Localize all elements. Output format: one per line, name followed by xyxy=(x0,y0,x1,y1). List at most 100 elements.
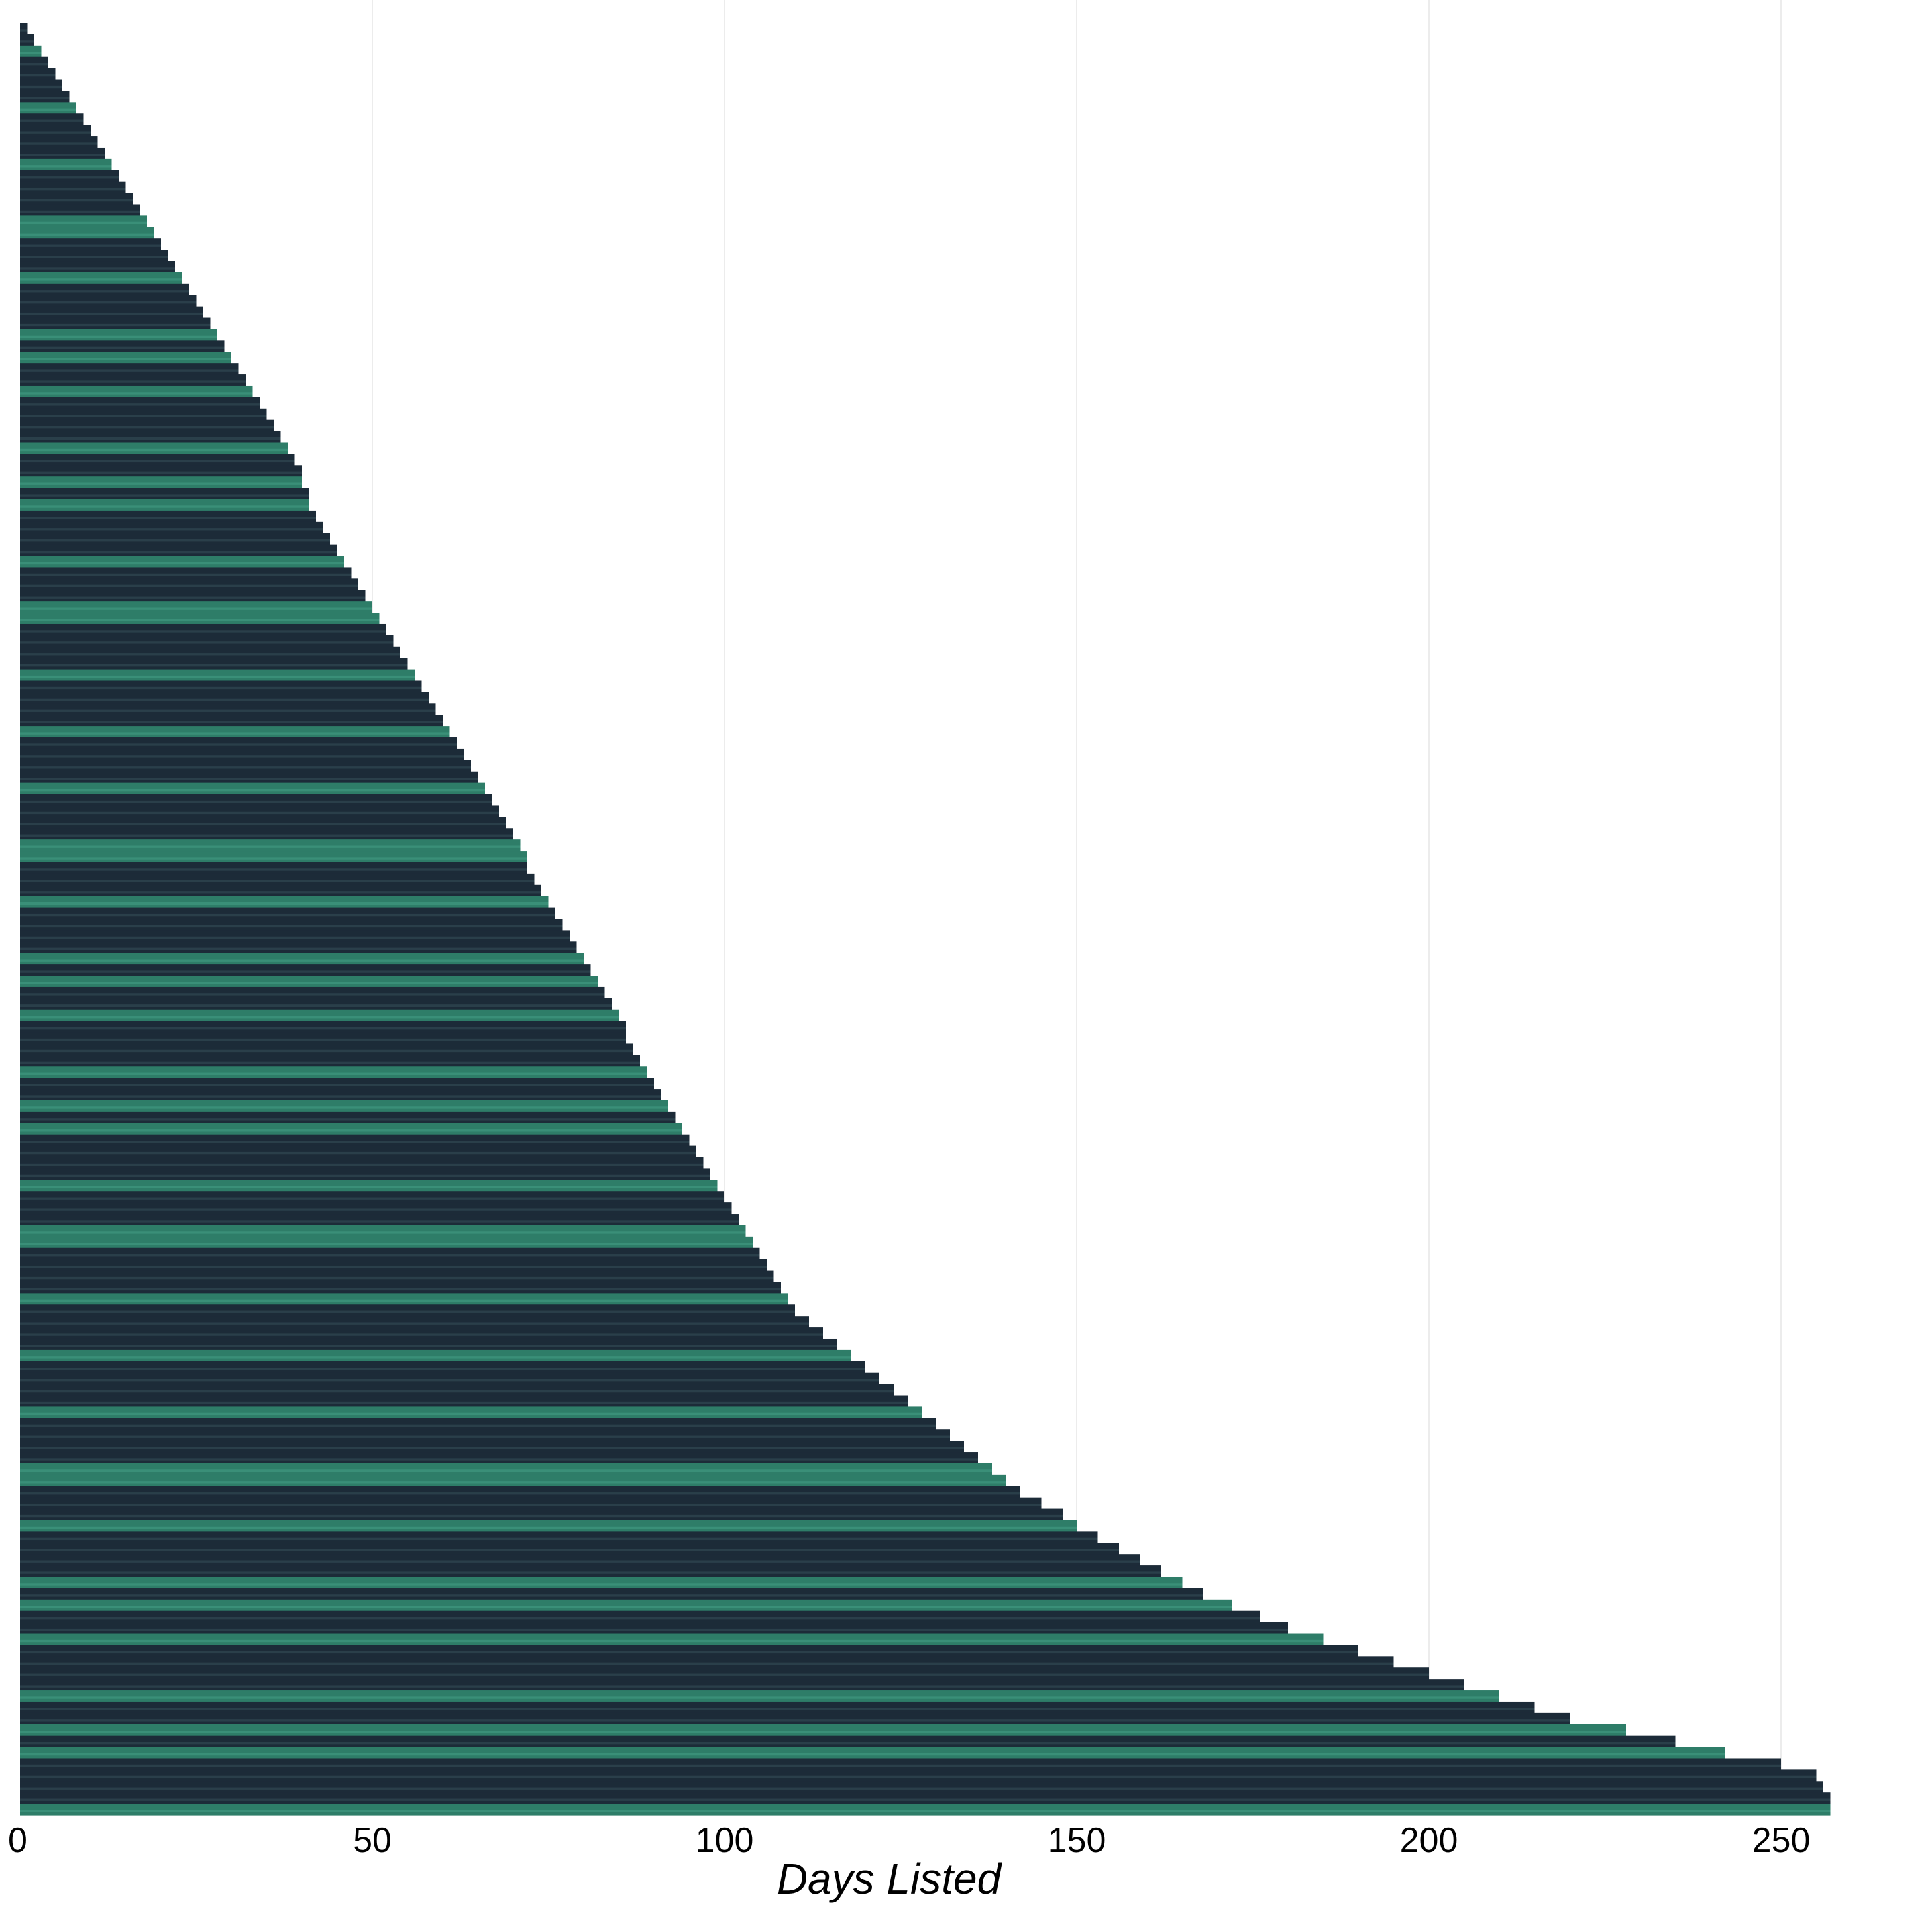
bar xyxy=(20,510,316,523)
bar xyxy=(20,567,352,579)
bar xyxy=(20,715,443,727)
bar-stripe xyxy=(20,1594,1203,1597)
bar xyxy=(20,748,464,761)
bar-stripe xyxy=(20,664,408,667)
bar xyxy=(20,261,175,273)
bar-stripe xyxy=(20,346,225,350)
bar xyxy=(20,488,309,500)
bar xyxy=(20,1474,1006,1487)
bar-stripe xyxy=(20,1492,1020,1495)
bar-stripe xyxy=(20,1310,795,1313)
bar-stripe xyxy=(20,788,485,792)
bar xyxy=(20,1100,668,1113)
bar xyxy=(20,1157,704,1170)
bar-stripe xyxy=(20,131,91,134)
bar xyxy=(20,1021,626,1033)
bar xyxy=(20,1792,1831,1804)
bar xyxy=(20,215,147,227)
bar xyxy=(20,1576,1183,1589)
bar xyxy=(20,1804,1831,1816)
bar-stripe xyxy=(20,301,197,304)
bar xyxy=(20,136,98,148)
bar-stripe xyxy=(20,1231,746,1234)
bar-stripe xyxy=(20,1753,1725,1756)
bar-stripe xyxy=(20,947,577,950)
bar-stripe xyxy=(20,721,443,723)
bar-stripe xyxy=(20,970,591,973)
bar xyxy=(20,646,400,659)
bar xyxy=(20,1656,1394,1668)
bar-stripe xyxy=(20,1412,922,1416)
bar xyxy=(20,1202,732,1215)
bar xyxy=(20,1452,978,1464)
bar xyxy=(20,1667,1429,1680)
bar xyxy=(20,465,302,477)
bar-stripe xyxy=(20,278,182,281)
bar-stripe xyxy=(20,221,147,225)
bar-stripe xyxy=(20,1571,1161,1574)
bar xyxy=(20,964,591,976)
bar-stripe xyxy=(20,505,309,508)
x-axis-title: Days Listed xyxy=(777,1855,1003,1903)
bar xyxy=(20,1304,795,1317)
bar xyxy=(20,317,211,330)
bar xyxy=(20,1429,950,1441)
bar-stripe xyxy=(20,1617,1260,1620)
bar xyxy=(20,1191,724,1203)
bar xyxy=(20,1463,992,1476)
bar-stripe xyxy=(20,392,253,395)
bar-stripe xyxy=(20,630,386,633)
bar-stripe xyxy=(20,755,464,758)
bar-stripe xyxy=(20,199,133,202)
bar-stripe xyxy=(20,210,140,213)
bar-stripe xyxy=(20,1560,1140,1563)
bar xyxy=(20,578,358,590)
bar-stripe xyxy=(20,1628,1288,1631)
bar xyxy=(20,1349,851,1362)
bar xyxy=(20,1543,1119,1555)
bar-stripe xyxy=(20,1356,851,1359)
bar xyxy=(20,1735,1676,1748)
bar xyxy=(20,1270,774,1283)
bar xyxy=(20,1633,1324,1646)
bar-stripe xyxy=(20,380,246,383)
bar-stripe xyxy=(20,868,527,871)
bar-stripe xyxy=(20,1151,696,1155)
bar-stripe xyxy=(20,1333,823,1336)
bar-stripe xyxy=(20,1458,978,1461)
bar xyxy=(20,170,119,183)
bar-layer xyxy=(20,23,1831,1816)
bar-stripe xyxy=(20,1685,1464,1688)
bar xyxy=(20,272,182,285)
bar xyxy=(20,1225,746,1237)
bar-stripe xyxy=(20,1129,682,1132)
bar-stripe xyxy=(20,1514,1063,1518)
bar-stripe xyxy=(20,596,366,599)
bar xyxy=(20,23,28,35)
bar-stripe xyxy=(20,482,302,485)
bar-stripe xyxy=(20,1503,1042,1506)
bar-stripe xyxy=(20,1072,647,1075)
bar-stripe xyxy=(20,1401,908,1404)
bar xyxy=(20,340,225,352)
bar-stripe xyxy=(20,528,323,531)
bar-stripe xyxy=(20,845,521,848)
bar xyxy=(20,352,231,364)
bar xyxy=(20,658,408,670)
bar-stripe xyxy=(20,176,119,179)
bar-stripe xyxy=(20,154,105,156)
bar-stripe xyxy=(20,1140,690,1143)
bar-stripe xyxy=(20,1787,1823,1790)
bar xyxy=(20,851,527,863)
bar-stripe xyxy=(20,1798,1831,1801)
bar xyxy=(20,431,281,444)
bar xyxy=(20,147,105,160)
x-tick-label: 100 xyxy=(696,1821,754,1860)
bar xyxy=(20,408,267,421)
bar xyxy=(20,1372,879,1385)
bar-stripe xyxy=(20,74,56,77)
bar-stripe xyxy=(20,1174,710,1178)
bar xyxy=(20,158,112,171)
bar-stripe xyxy=(20,29,28,32)
bar xyxy=(20,79,62,92)
